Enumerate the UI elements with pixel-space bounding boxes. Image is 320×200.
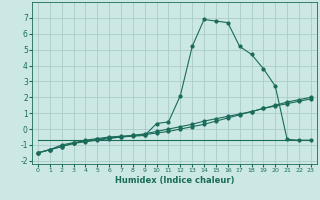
X-axis label: Humidex (Indice chaleur): Humidex (Indice chaleur) [115, 176, 234, 185]
